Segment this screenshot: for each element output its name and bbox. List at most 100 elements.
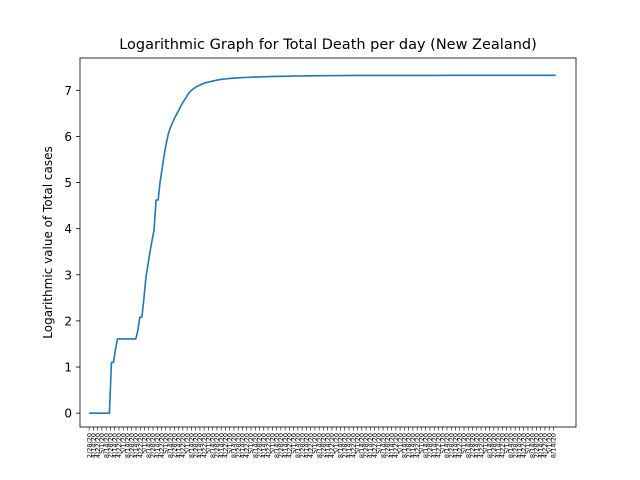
x-tick-label: 4/14/20 bbox=[494, 433, 502, 458]
x-tick-label: 8/14/20 bbox=[358, 433, 366, 458]
x-tick-label: 5/1/20 bbox=[183, 433, 191, 454]
x-tick-label: 5/1/20 bbox=[418, 433, 426, 454]
x-tick-label: 4/14/20 bbox=[516, 433, 524, 458]
y-tick-label: 1 bbox=[64, 361, 72, 375]
x-tick-label: 2/28/20 bbox=[149, 433, 157, 458]
x-tick-label: 8/14/20 bbox=[507, 433, 515, 458]
x-tick-label: 4/22/20 bbox=[94, 433, 102, 458]
x-tick-label: 5/1/20 bbox=[269, 433, 277, 454]
x-tick-label: 2/28/20 bbox=[341, 433, 349, 458]
x-tick-label: 5/1/20 bbox=[439, 433, 447, 454]
x-tick-label: 8/14/20 bbox=[464, 433, 472, 458]
x-tick-label: 5/1/20 bbox=[460, 433, 468, 454]
x-tick-label: 4/14/20 bbox=[366, 433, 374, 458]
x-tick-label: 4/22/20 bbox=[477, 433, 485, 458]
x-tick-label: 8/14/20 bbox=[166, 433, 174, 458]
y-tick-label: 6 bbox=[64, 130, 72, 144]
x-tick-label: 8/14/20 bbox=[145, 433, 153, 458]
x-tick-label: 4/22/20 bbox=[520, 433, 528, 458]
y-axis: 0 1 2 3 4 5 6 7 bbox=[64, 84, 80, 421]
x-tick-label: 5/1/20 bbox=[226, 433, 234, 454]
x-tick-label: 4/22/20 bbox=[243, 433, 251, 458]
x-tick-label: 8/14/20 bbox=[209, 433, 217, 458]
x-tick-label: 2/28/20 bbox=[362, 433, 370, 458]
x-tick-label: 4/14/20 bbox=[473, 433, 481, 458]
x-tick-label: 4/22/20 bbox=[115, 433, 123, 458]
x-tick-label: 4/14/20 bbox=[90, 433, 98, 458]
x-tick-label: 5/1/20 bbox=[162, 433, 170, 454]
x-tick-label: 5/1/20 bbox=[98, 433, 106, 454]
x-tick-label: 2/28/20 bbox=[256, 433, 264, 458]
x-tick-label: 2/28/20 bbox=[426, 433, 434, 458]
x-tick-label: 5/1/20 bbox=[545, 433, 553, 454]
y-tick-label: 7 bbox=[64, 84, 72, 98]
x-tick-label: 4/14/20 bbox=[175, 433, 183, 458]
x-tick-label: 8/14/20 bbox=[528, 433, 536, 458]
x-tick-label: 4/22/20 bbox=[413, 433, 421, 458]
x-tick-label: 4/14/20 bbox=[281, 433, 289, 458]
x-tick-label: 4/14/20 bbox=[409, 433, 417, 458]
x-tick-label: 2/28/20 bbox=[128, 433, 136, 458]
x-tick-label: 4/22/20 bbox=[392, 433, 400, 458]
x-tick-label: 4/22/20 bbox=[349, 433, 357, 458]
x-tick-label: 5/1/20 bbox=[332, 433, 340, 454]
x-tick-label: 2/28/20 bbox=[234, 433, 242, 458]
x-tick-label: 4/14/20 bbox=[430, 433, 438, 458]
y-axis-label: Logarithmic value of Total cases bbox=[41, 146, 55, 338]
x-tick-label: 2/28/20 bbox=[320, 433, 328, 458]
x-tick-label: 4/22/20 bbox=[286, 433, 294, 458]
x-tick-label: 2/28/20 bbox=[405, 433, 413, 458]
x-tick-label: 4/14/20 bbox=[196, 433, 204, 458]
x-tick-label: 5/1/20 bbox=[503, 433, 511, 454]
x-tick-label: 8/14/20 bbox=[102, 433, 110, 458]
x-tick-label: 4/14/20 bbox=[537, 433, 545, 458]
series-line bbox=[89, 74, 556, 414]
x-tick-label: 8/14/20 bbox=[401, 433, 409, 458]
x-tick-label: 4/22/20 bbox=[200, 433, 208, 458]
x-tick-label: 8/14/20 bbox=[230, 433, 238, 458]
x-tick-label: 2/28/20 bbox=[447, 433, 455, 458]
x-tick-label: 5/1/20 bbox=[311, 433, 319, 454]
x-tick-label: 5/1/20 bbox=[524, 433, 532, 454]
x-tick-label: 4/22/20 bbox=[222, 433, 230, 458]
x-tick-label: 4/22/20 bbox=[179, 433, 187, 458]
x-tick-label: 4/22/20 bbox=[328, 433, 336, 458]
x-tick-label: 4/14/20 bbox=[239, 433, 247, 458]
x-tick-label: 8/14/20 bbox=[251, 433, 259, 458]
x-tick-label: 5/1/20 bbox=[396, 433, 404, 454]
x-tick-label: 4/14/20 bbox=[388, 433, 396, 458]
x-tick-label: 8/14/20 bbox=[443, 433, 451, 458]
x-tick-label: 8/14/20 bbox=[379, 433, 387, 458]
x-tick-label: 8/14/20 bbox=[337, 433, 345, 458]
chart-title: Logarithmic Graph for Total Death per da… bbox=[119, 37, 537, 53]
y-tick-label: 5 bbox=[64, 176, 72, 190]
x-tick-label: 8/14/20 bbox=[124, 433, 132, 458]
y-tick-label: 2 bbox=[64, 314, 72, 328]
x-tick-label: 5/1/20 bbox=[141, 433, 149, 454]
x-tick-label: 4/14/20 bbox=[132, 433, 140, 458]
x-tick-label: 2/28/20 bbox=[85, 433, 93, 458]
x-tick-label: 5/1/20 bbox=[482, 433, 490, 454]
x-tick-label: 4/22/20 bbox=[136, 433, 144, 458]
y-tick-label: 4 bbox=[64, 222, 72, 236]
x-tick-label: 4/14/20 bbox=[260, 433, 268, 458]
x-tick-label: 5/1/20 bbox=[375, 433, 383, 454]
x-tick-label: 2/28/20 bbox=[171, 433, 179, 458]
y-tick-label: 3 bbox=[64, 268, 72, 282]
x-tick-label: 5/1/20 bbox=[290, 433, 298, 454]
x-tick-label: 5/1/20 bbox=[354, 433, 362, 454]
x-tick-label: 4/22/20 bbox=[158, 433, 166, 458]
x-tick-label: 4/22/20 bbox=[307, 433, 315, 458]
x-tick-label: 4/14/20 bbox=[324, 433, 332, 458]
x-tick-label: 2/28/20 bbox=[107, 433, 115, 458]
plot-frame bbox=[79, 57, 577, 428]
x-tick-label: 5/1/20 bbox=[205, 433, 213, 454]
x-tick-label: 2/28/20 bbox=[213, 433, 221, 458]
x-tick-label: 8/14/20 bbox=[422, 433, 430, 458]
x-tick-label: 2/28/20 bbox=[469, 433, 477, 458]
x-tick-label: 8/14/20 bbox=[315, 433, 323, 458]
x-tick-label: 2/28/20 bbox=[511, 433, 519, 458]
x-tick-label: 4/14/20 bbox=[345, 433, 353, 458]
x-tick-label: 2/28/20 bbox=[277, 433, 285, 458]
